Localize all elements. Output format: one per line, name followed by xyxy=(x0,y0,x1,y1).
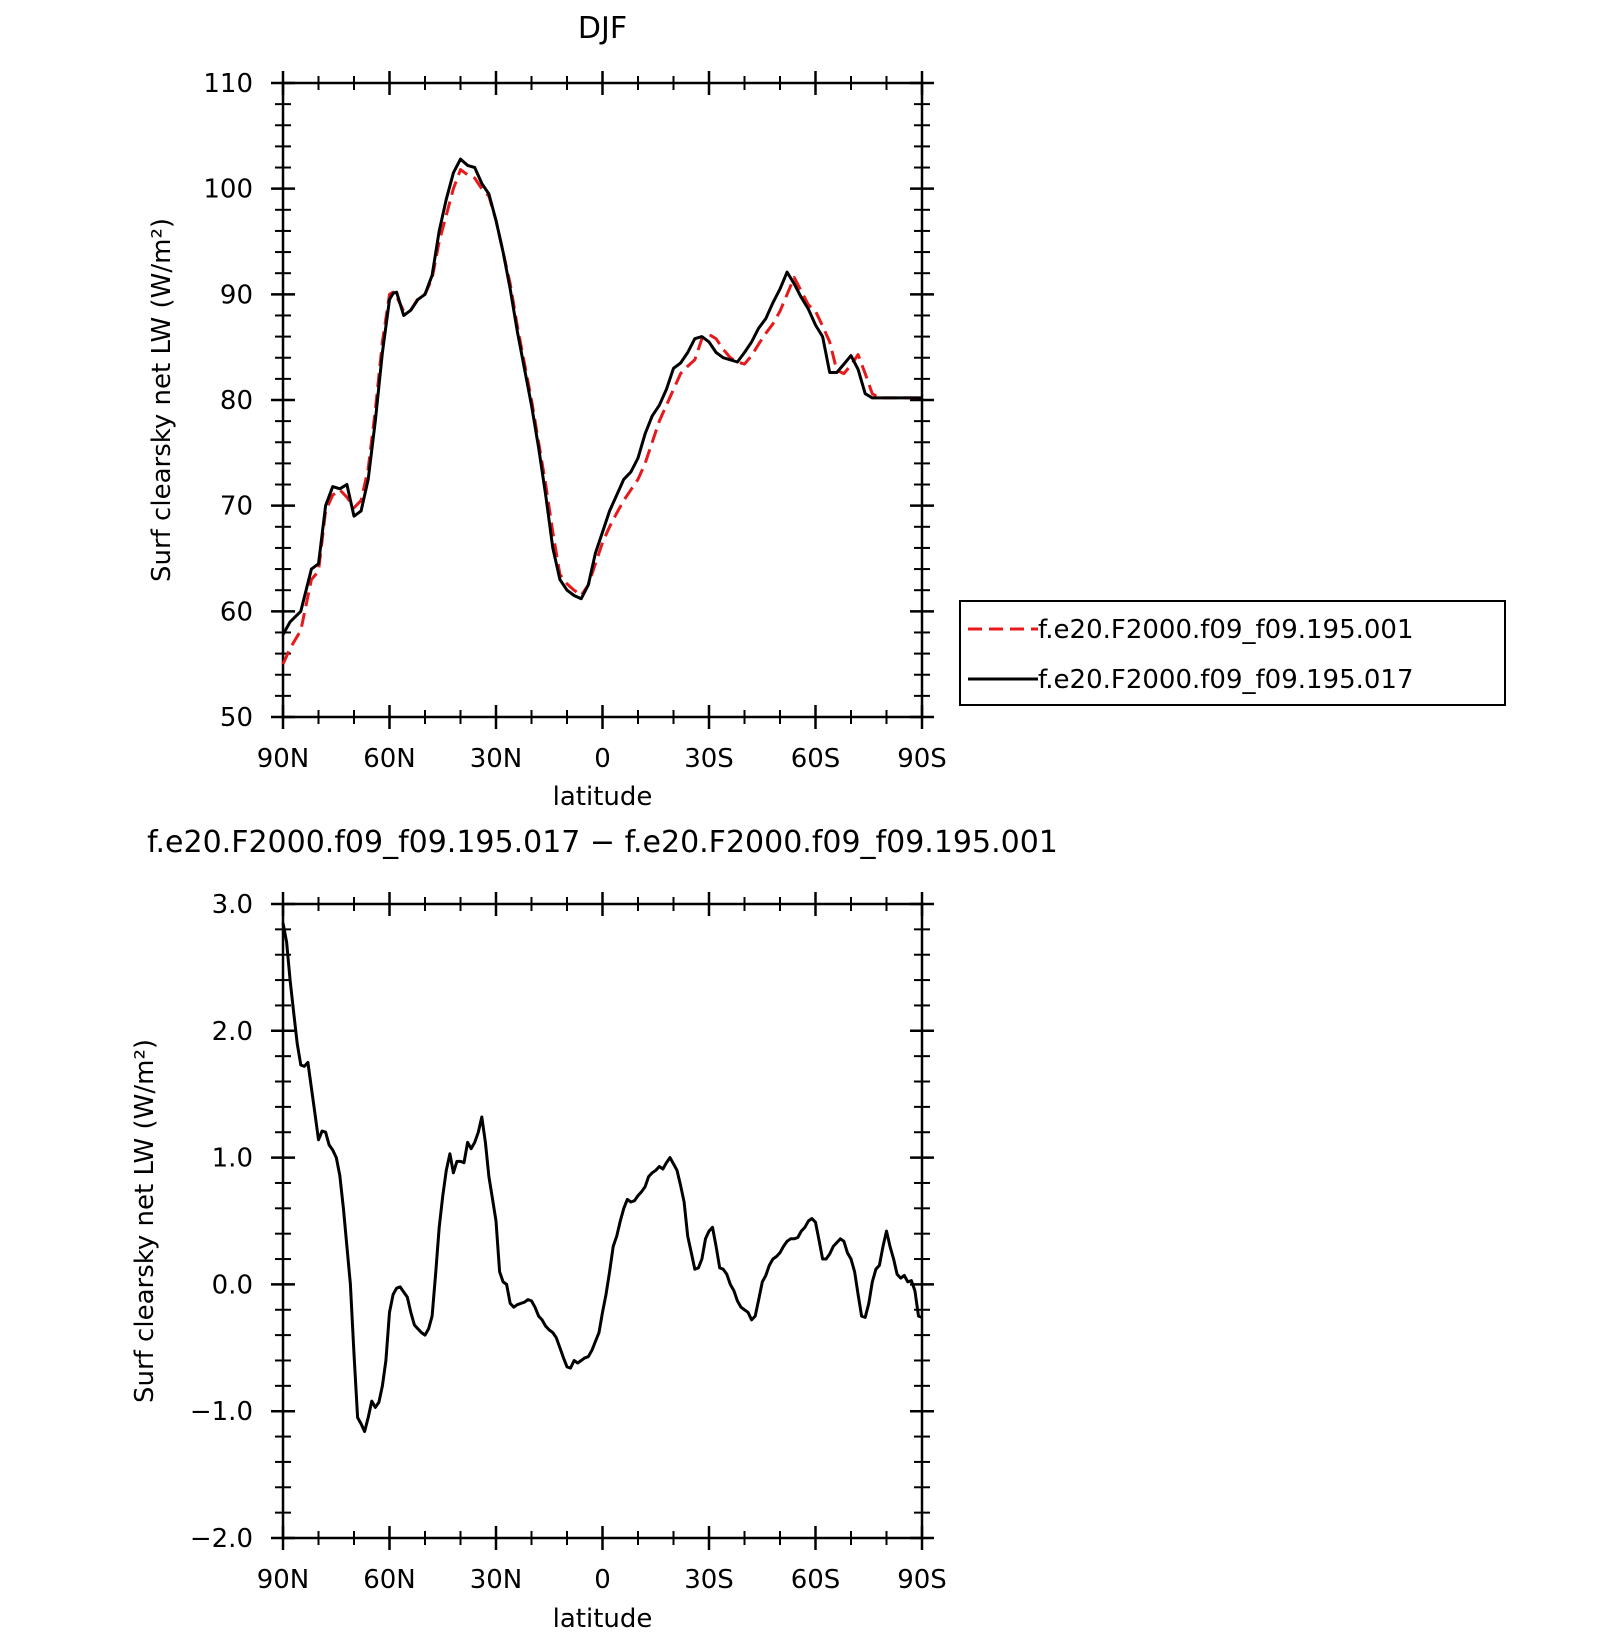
y-axis-label: Surf clearsky net LW (W/m²) xyxy=(147,218,177,582)
top-panel-djf: DJF 50 60 70 80 90 100 110 90N 60N 30N 0 30S 60S 90S la… xyxy=(147,11,1506,812)
y-tick-label: 80 xyxy=(220,386,253,416)
series-line-2 xyxy=(281,157,922,636)
series-line-1 xyxy=(281,168,922,665)
y-tick-label: 3.0 xyxy=(212,890,253,920)
x-axis-label: latitude xyxy=(553,1604,653,1634)
x-tick-label: 60S xyxy=(791,744,841,774)
legend-box xyxy=(959,600,1506,706)
y-tick-label: 2.0 xyxy=(212,1017,253,1047)
y-tick-label: 70 xyxy=(220,492,253,522)
x-tick-label: 0 xyxy=(594,1565,611,1595)
chart-title: DJF xyxy=(578,11,627,46)
chart-title: f.e20.F2000.f09_f09.195.017 − f.e20.F200… xyxy=(147,825,1058,860)
y-axis-label: Surf clearsky net LW (W/m²) xyxy=(130,1039,160,1403)
y-tick-label: 1.0 xyxy=(212,1144,253,1174)
x-tick-label: 90S xyxy=(897,1565,947,1595)
x-tick-label: 30N xyxy=(470,744,523,774)
series-line-1 xyxy=(281,922,923,1433)
x-tick-label: 30S xyxy=(684,744,734,774)
y-tick-label: 110 xyxy=(203,69,253,99)
x-tick-label: 90N xyxy=(257,744,310,774)
legend-label-1: f.e20.F2000.f09_f09.195.001 xyxy=(1038,615,1414,645)
x-tick-label: 60N xyxy=(363,1565,416,1595)
y-tick-label: −2.0 xyxy=(190,1524,253,1554)
y-tick-label: −1.0 xyxy=(190,1397,253,1427)
y-tick-label: 50 xyxy=(220,703,253,733)
legend-label-2: f.e20.F2000.f09_f09.195.017 xyxy=(1038,665,1414,695)
bottom-panel-difference: f.e20.F2000.f09_f09.195.017 − f.e20.F200… xyxy=(130,825,1058,1634)
x-axis-label: latitude xyxy=(553,782,653,812)
x-tick-label: 30N xyxy=(470,1565,523,1595)
plot-frame xyxy=(281,902,924,1540)
y-tick-label: 100 xyxy=(203,175,253,205)
x-tick-label: 0 xyxy=(594,744,611,774)
x-tick-label: 30S xyxy=(684,1565,734,1595)
x-tick-label: 90S xyxy=(897,744,947,774)
y-tick-label: 0.0 xyxy=(212,1270,253,1300)
x-tick-label: 90N xyxy=(257,1565,310,1595)
x-tick-label: 60N xyxy=(363,744,416,774)
y-tick-label: 60 xyxy=(220,597,253,627)
x-tick-label: 60S xyxy=(791,1565,841,1595)
y-tick-label: 90 xyxy=(220,280,253,310)
